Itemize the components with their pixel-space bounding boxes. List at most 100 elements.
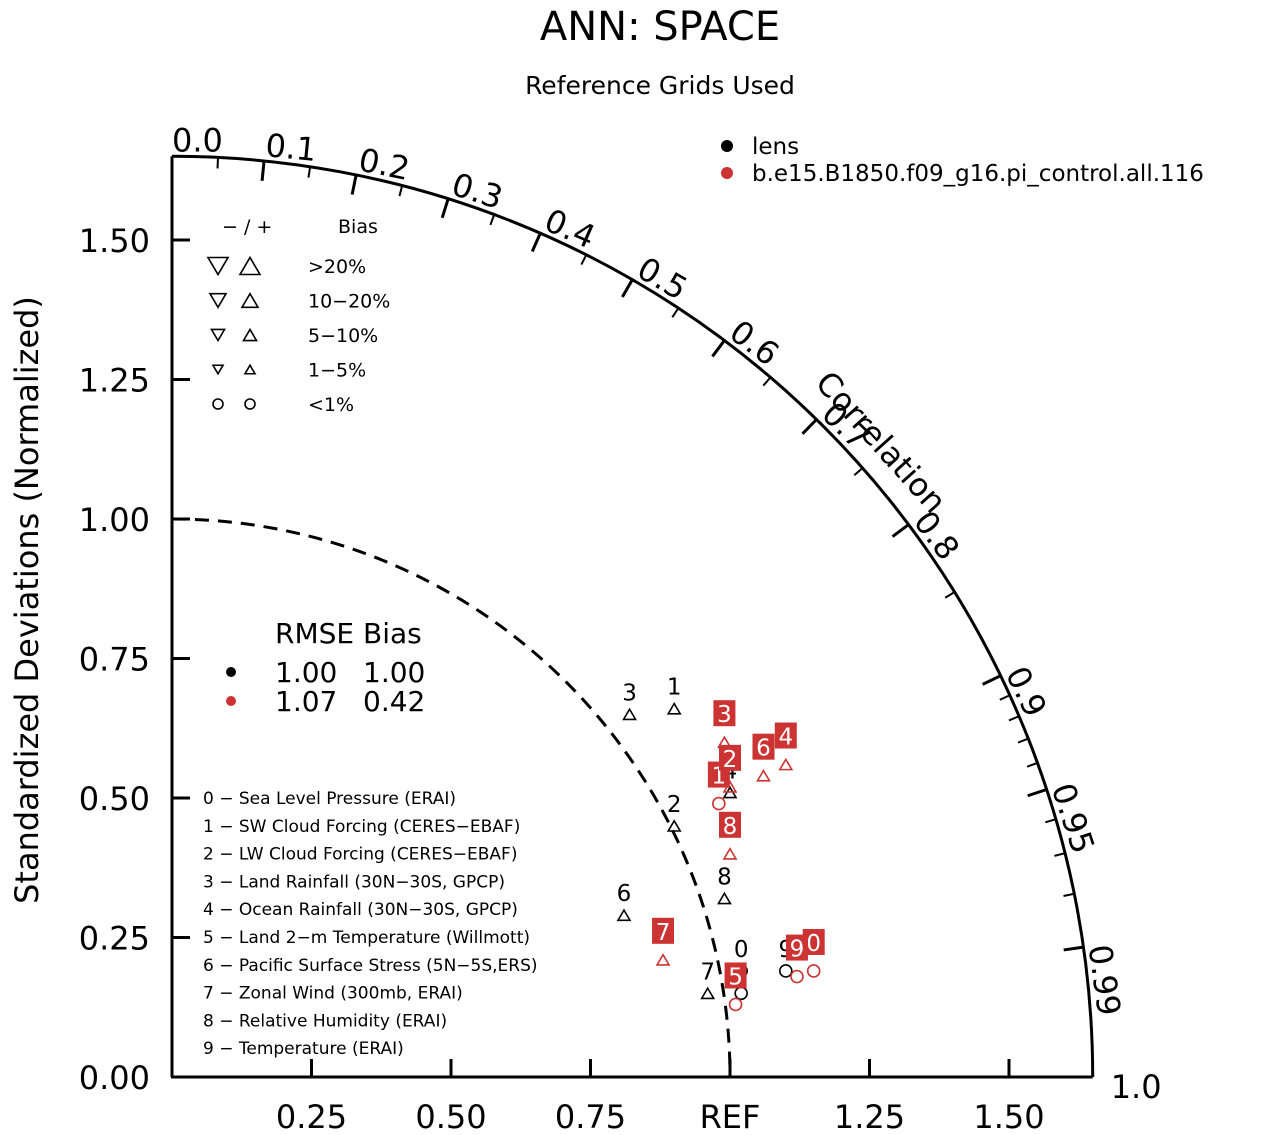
point-label: 6 <box>756 736 771 762</box>
corr-minor-tick-mark <box>999 694 1011 701</box>
bias-legend-label: >20% <box>308 256 366 278</box>
bias-legend-header: Bias <box>338 216 378 238</box>
point-label: 3 <box>622 680 637 706</box>
rmse-legend-bias: 1.00 <box>363 656 425 689</box>
y-tick-label: 0.50 <box>79 780 150 818</box>
correlation-tick-label: 0.0 <box>172 121 223 159</box>
data-points: 01234567890123456789 <box>616 675 825 1012</box>
data-marker-triangle <box>700 986 716 1000</box>
rmse-legend-value: 1.07 <box>275 685 337 718</box>
point-label-box <box>774 722 797 749</box>
bias-legend-triangle-down <box>211 364 225 376</box>
corr-minor-tick-mark <box>216 157 220 169</box>
rmse-legend-header: RMSE Bias <box>275 617 422 650</box>
data-marker-triangle <box>722 780 738 793</box>
bias-legend-triangle-down <box>206 256 230 277</box>
outer-arc <box>171 154 1095 1078</box>
data-marker-triangle <box>616 908 632 922</box>
corr-minor-tick-mark <box>398 185 404 197</box>
corr-tick-mark <box>621 278 634 298</box>
corr-minor-tick-mark <box>1045 818 1057 824</box>
y-tick-label: 1.00 <box>79 501 150 539</box>
correlation-tick-label: 0.2 <box>356 141 413 188</box>
corr-minor-tick-mark <box>1063 892 1075 897</box>
corr-minor-tick-mark <box>944 591 956 599</box>
corr-minor-tick-mark <box>1017 737 1029 744</box>
point-label: 1 <box>667 675 682 701</box>
variable-legend-item: 2 − LW Cloud Forcing (CERES−EBAF) <box>203 845 517 865</box>
variable-legend-item: 1 − SW Cloud Forcing (CERES−EBAF) <box>203 817 520 837</box>
bias-legend-triangle-down <box>210 328 226 343</box>
data-marker-triangle <box>778 757 794 771</box>
point-label: 9 <box>790 937 805 963</box>
corr-tick-mark <box>440 198 450 219</box>
corr-tick-mark <box>891 523 910 538</box>
title-group: ANN: SPACE Reference Grids Used <box>525 4 795 100</box>
data-marker-circle <box>806 964 821 978</box>
variable-legend-item: 5 − Land 2−m Temperature (Willmott) <box>203 928 530 948</box>
chart-title: ANN: SPACE <box>540 4 780 50</box>
point-label: 3 <box>717 702 732 728</box>
chart-subtitle: Reference Grids Used <box>525 71 795 100</box>
corr-minor-tick-mark <box>762 376 772 387</box>
point-label-box <box>802 928 825 955</box>
data-marker-triangle <box>622 707 637 721</box>
point-label: 0 <box>806 931 821 957</box>
correlation-tick-label: 0.8 <box>906 504 967 568</box>
correlation-tick-label: 0.3 <box>447 165 507 217</box>
corr-minor-tick-mark <box>671 307 680 318</box>
correlation-tick-label: 0.9 <box>998 660 1054 722</box>
y-tick-label: 0.25 <box>79 920 150 958</box>
correlation-tick-label: 0.99 <box>1081 942 1129 1018</box>
ref-label: REF <box>700 1098 761 1135</box>
variable-legend-item: 0 − Sea Level Pressure (ERAI) <box>203 789 456 809</box>
corr-tick-mark <box>981 674 1002 686</box>
point-label: 5 <box>728 964 743 990</box>
bias-legend-label: <1% <box>308 394 354 416</box>
correlation-tick-label: 0.1 <box>264 126 318 169</box>
point-label: 2 <box>667 792 682 818</box>
corr-tick-mark <box>530 232 542 253</box>
corr-minor-tick-mark <box>1054 852 1066 857</box>
variable-legend-item: 3 − Land Rainfall (30N−30S, GPCP) <box>203 872 505 892</box>
data-marker-triangle <box>756 769 771 782</box>
axes: 0.000.250.500.751.001.251.500.25 0.50 0.75… <box>8 154 1095 1135</box>
point-label: 6 <box>617 881 632 907</box>
y-tick-label: 0.75 <box>79 641 150 679</box>
point-label-box <box>752 733 775 760</box>
variable-legend-item: 8 − Relative Humidity (ERAI) <box>203 1011 447 1031</box>
data-marker-triangle <box>666 702 682 715</box>
point-label-box <box>719 744 741 771</box>
corr-tick-mark <box>801 418 818 435</box>
variable-legend-item: 4 − Ocean Rainfall (30N−30S, GPCP) <box>203 900 518 920</box>
corr-minor-tick-mark <box>1008 715 1020 722</box>
bias-legend-label: 10−20% <box>308 291 390 313</box>
bias-legend-triangle-up <box>238 255 262 276</box>
data-marker-triangle <box>666 819 682 832</box>
corr-tick-mark <box>260 160 266 181</box>
x-tick-label: 1.25 <box>834 1098 905 1135</box>
bias-legend-triangle-up <box>240 292 260 309</box>
corr-tick-mark <box>1027 788 1048 798</box>
x-tick-label: 1.50 <box>973 1098 1044 1135</box>
data-marker-circle <box>778 964 793 978</box>
y-tick-label: 1.25 <box>79 362 150 400</box>
x-tick-label: 0.25 <box>276 1098 347 1135</box>
data-marker-triangle <box>655 953 671 966</box>
legends: lensb.e15.B1850.f09_g16.pi_control.all.1… <box>203 134 1204 1059</box>
reference-std-arc <box>171 517 732 1078</box>
legend-label: b.e15.B1850.f09_g16.pi_control.all.116 <box>752 161 1204 187</box>
bias-legend-label: 1−5% <box>308 360 366 382</box>
point-label: 7 <box>656 920 671 946</box>
rmse-legend-marker <box>226 696 236 706</box>
point-label: 8 <box>723 814 738 840</box>
bias-legend-triangle-down <box>208 292 228 309</box>
point-label-box <box>785 934 808 961</box>
bias-legend-circle <box>212 398 224 410</box>
data-marker-triangle <box>722 847 738 860</box>
point-label: 0 <box>734 937 749 963</box>
point-label-box <box>724 962 747 989</box>
variable-legend-item: 6 − Pacific Surface Stress (5N−5S,ERS) <box>203 956 538 976</box>
point-label-box <box>713 700 736 727</box>
